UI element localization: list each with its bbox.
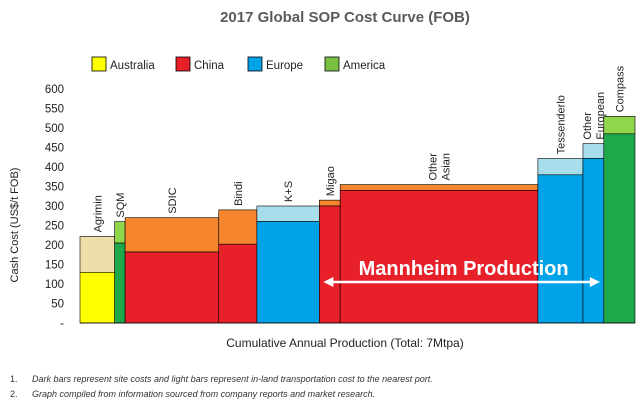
y-tick-label: 550 — [45, 104, 64, 116]
bar-site-other-asian — [339, 190, 539, 324]
footnote-2: 2. Graph compiled from information source… — [10, 389, 375, 399]
footnote-2-text: Graph compiled from information sourced … — [32, 389, 376, 399]
bar-label-bindi: Bindi — [233, 181, 245, 205]
bar-transport-k-s — [256, 205, 320, 222]
bar-site-compass — [603, 133, 636, 324]
bar-site-other-european — [582, 158, 605, 324]
y-tick-label: 450 — [45, 143, 64, 155]
bar-label-other-european: Other — [582, 112, 594, 140]
legend-swatch-china — [175, 56, 191, 72]
annotation-arrow-head-right — [589, 277, 600, 287]
y-tick-label: 100 — [45, 279, 64, 291]
bar-transport-other-asian — [339, 184, 539, 191]
legend-label-europe: Europe — [266, 60, 303, 72]
bar-label-tessenderlo: Tessenderlo — [555, 95, 567, 154]
bar-label-other-asian: Other — [428, 153, 440, 181]
footnote-1: 1. Dark bars represent site costs and lig… — [10, 374, 433, 384]
y-tick-label: 250 — [45, 221, 64, 233]
bar-transport-migao — [319, 199, 341, 207]
y-tick-label: - — [60, 318, 64, 330]
bar-site-migao — [319, 205, 341, 324]
legend-label-australia: Australia — [110, 60, 155, 72]
y-tick-label: 400 — [45, 162, 64, 174]
footnote-2-number: 2. — [10, 389, 18, 399]
y-tick-label: 200 — [45, 240, 64, 252]
mannheim-annotation: Mannheim Production — [323, 258, 600, 287]
chart-legend: Australia China Europe America — [91, 56, 386, 72]
bar-transport-agrimin — [79, 236, 115, 273]
bar-label-other-asian: Asian — [441, 153, 453, 181]
bar-site-k-s — [256, 221, 320, 324]
bar-label-migao: Migao — [325, 166, 337, 196]
bar-site-agrimin — [79, 271, 115, 324]
legend-swatch-australia — [91, 56, 107, 72]
bar-label-k-s: K+S — [283, 181, 295, 202]
bar-transport-tessenderlo — [537, 158, 584, 176]
chart-title: 2017 Global SOP Cost Curve (FOB) — [220, 9, 470, 26]
bar-label-sqm: SQM — [115, 193, 127, 218]
bar-labels-group: Agrimin SQM SDIC Bindi K+S Migao Other AsianTes… — [92, 65, 626, 232]
y-tick-label: 150 — [45, 260, 64, 272]
bar-site-sdic — [124, 251, 220, 324]
footnote-1-text: Dark bars represent site costs and light… — [32, 374, 433, 384]
y-tick-label: 500 — [45, 123, 64, 135]
bar-label-sdic: SDIC — [167, 187, 179, 213]
bar-transport-sdic — [124, 217, 220, 253]
bar-label-compass: Compass — [614, 65, 626, 112]
legend-swatch-america — [324, 56, 340, 72]
bar-transport-other-european — [582, 143, 605, 159]
y-tick-label: 300 — [45, 201, 64, 213]
y-tick-label: 50 — [51, 299, 64, 311]
bar-transport-sqm — [114, 221, 126, 244]
bar-transport-compass — [603, 116, 636, 135]
bar-site-tessenderlo — [537, 174, 584, 324]
bar-transport-bindi — [218, 209, 258, 245]
legend-label-china: China — [194, 60, 225, 72]
footnote-1-number: 1. — [10, 374, 18, 384]
y-axis-label: Cash Cost (US$/t FOB) — [9, 168, 21, 283]
legend-label-america: America — [343, 60, 386, 72]
bar-site-bindi — [218, 243, 258, 324]
y-axis: - 50 100 150 200 250 300 350 400 450 500 550 600 — [45, 84, 64, 330]
legend-swatch-europe — [247, 56, 263, 72]
x-axis-label: Cumulative Annual Production (Total: 7Mt… — [226, 336, 463, 350]
annotation-arrow-head-left — [323, 277, 334, 287]
bars-group — [79, 116, 636, 324]
bar-label-agrimin: Agrimin — [92, 195, 104, 232]
y-tick-label: 350 — [45, 182, 64, 194]
bar-site-sqm — [114, 242, 126, 324]
annotation-text: Mannheim Production — [359, 258, 569, 280]
bar-label-other-european: European — [595, 92, 607, 140]
y-tick-label: 600 — [45, 84, 64, 96]
cost-curve-chart: 2017 Global SOP Cost Curve (FOB) Austral… — [9, 9, 636, 350]
